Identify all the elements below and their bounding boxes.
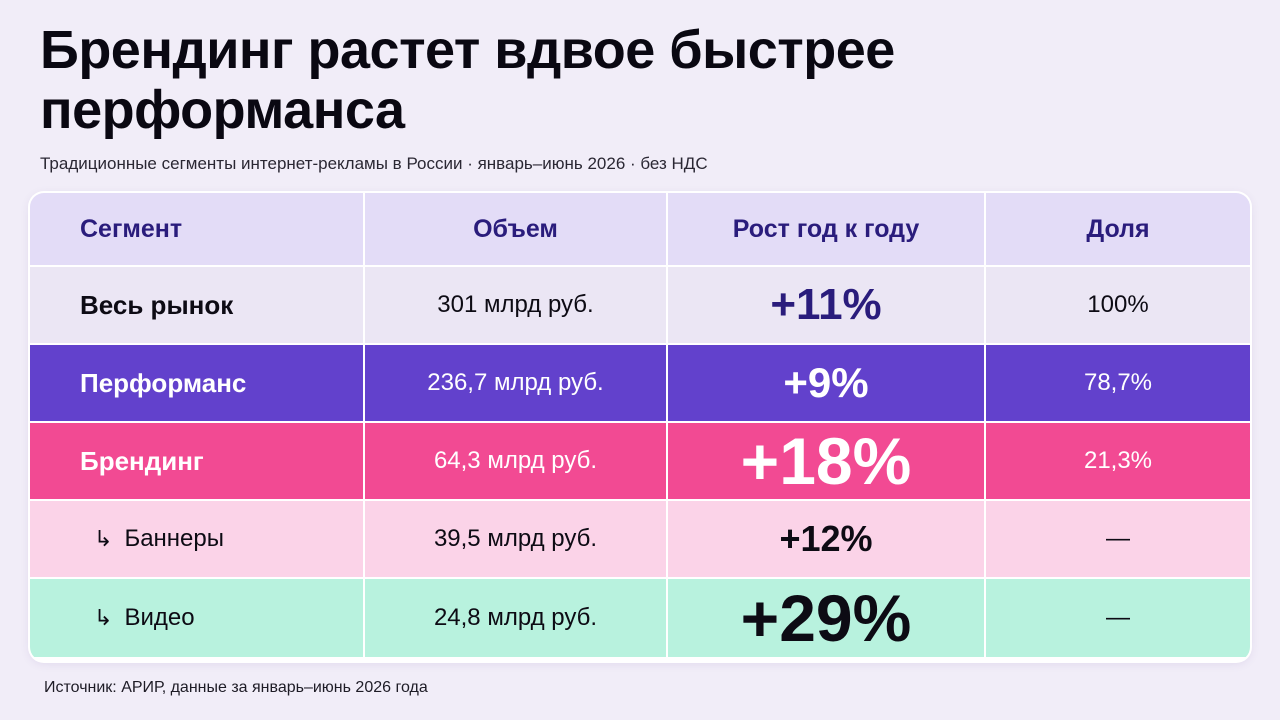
source-note: Источник: АРИР, данные за январь–июнь 20… <box>44 679 428 696</box>
share-cell: 21,3% <box>984 423 1250 499</box>
chart-title: Брендинг растет вдвое быстрее перформанс… <box>40 20 895 140</box>
segment-cell: ↳ Баннеры <box>30 501 363 577</box>
sub-arrow-icon: ↳ <box>94 605 113 630</box>
column-header-growth: Рост год к году <box>666 193 984 265</box>
share-cell: 78,7% <box>984 345 1250 421</box>
segment-label: Видео <box>124 604 195 631</box>
table-row-branding: Брендинг 64,3 млрд руб. +18% 21,3% <box>30 421 1250 499</box>
column-header-segment: Сегмент <box>80 214 183 243</box>
table-row-banners: ↳ Баннеры 39,5 млрд руб. +12% — <box>30 499 1250 577</box>
table-row-performance: Перформанс 236,7 млрд руб. +9% 78,7% <box>30 343 1250 421</box>
table-header-row: Сегмент Объем Рост год к году Доля <box>30 193 1250 265</box>
segment-cell: ↳ Видео <box>30 579 363 657</box>
table-row-video: ↳ Видео 24,8 млрд руб. +29% — <box>30 577 1250 657</box>
sub-arrow-icon: ↳ <box>94 526 113 551</box>
chart-subtitle: Традиционные сегменты интернет-рекламы в… <box>40 154 708 173</box>
growth-cell: +18% <box>666 423 984 499</box>
segment-cell: Брендинг <box>80 445 204 476</box>
volume-cell: 64,3 млрд руб. <box>363 423 666 499</box>
column-header-share: Доля <box>984 193 1250 265</box>
growth-cell: +12% <box>666 501 984 577</box>
segments-table: Сегмент Объем Рост год к году Доля Весь … <box>30 193 1250 661</box>
volume-cell: 39,5 млрд руб. <box>363 501 666 577</box>
segment-label: Баннеры <box>124 525 224 552</box>
growth-cell: +11% <box>666 267 984 343</box>
growth-cell: +9% <box>666 345 984 421</box>
growth-cell: +29% <box>666 579 984 657</box>
volume-cell: 301 млрд руб. <box>363 267 666 343</box>
segment-cell: Весь рынок <box>80 289 234 320</box>
segment-cell: Перформанс <box>80 367 247 398</box>
table-row-total-market: Весь рынок 301 млрд руб. +11% 100% <box>30 265 1250 343</box>
share-cell: — <box>984 501 1250 577</box>
share-cell: 100% <box>984 267 1250 343</box>
volume-cell: 236,7 млрд руб. <box>363 345 666 421</box>
volume-cell: 24,8 млрд руб. <box>363 579 666 657</box>
share-cell: — <box>984 579 1250 657</box>
column-header-volume: Объем <box>363 193 666 265</box>
